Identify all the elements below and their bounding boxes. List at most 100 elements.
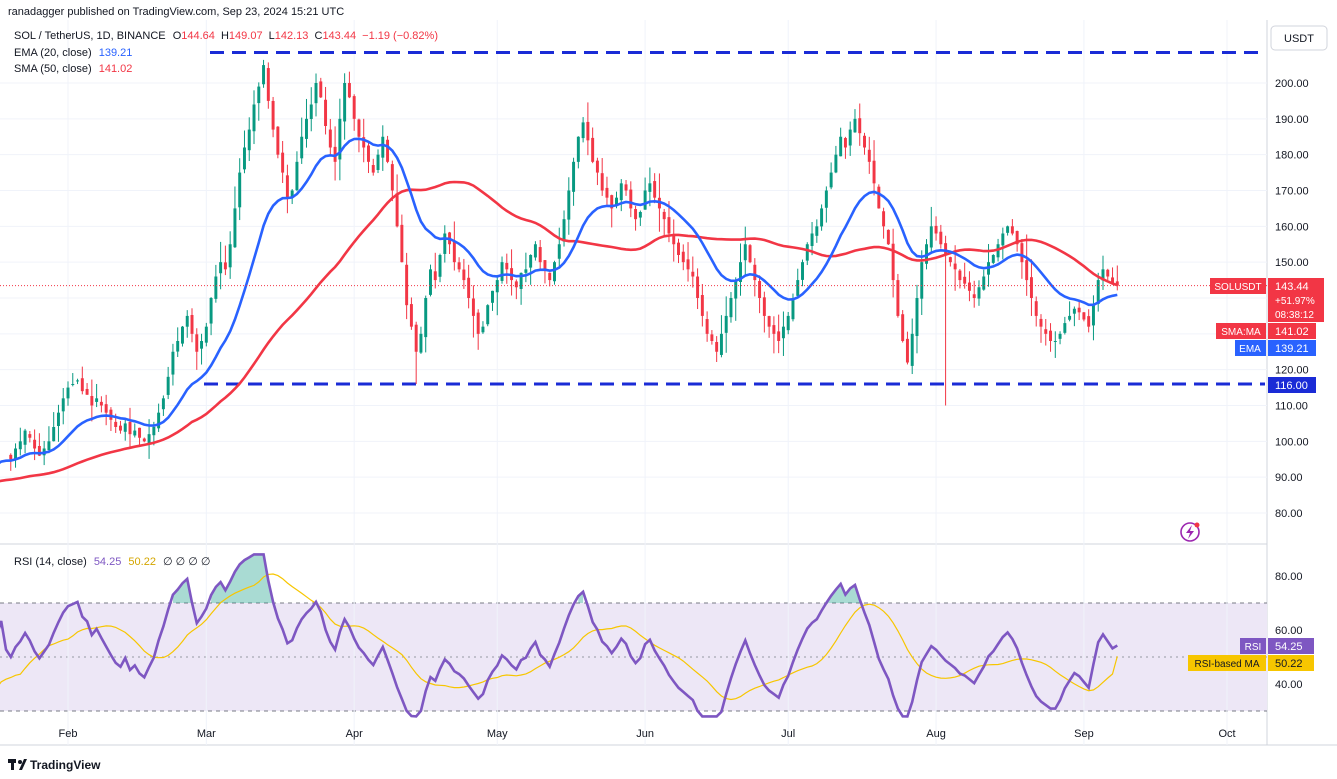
candle-down: [1111, 267, 1115, 285]
candle-up: [581, 117, 585, 143]
candle-up: [71, 373, 75, 387]
alert-lightning-icon[interactable]: [1180, 522, 1200, 542]
candle-down: [629, 181, 633, 218]
ema-legend[interactable]: EMA (20, close) 139.21: [14, 47, 132, 59]
candle-down: [605, 176, 609, 206]
candle-body: [991, 255, 995, 263]
candle-body: [1077, 307, 1081, 313]
candle-body: [519, 272, 523, 289]
candle-body: [214, 276, 218, 299]
candle-body: [228, 244, 232, 268]
candle-body: [257, 86, 261, 104]
candle-up: [734, 277, 738, 321]
rsi-axis-ticks: 80.00 60.00 40.00: [1275, 571, 1303, 691]
sma-value-text: 141.02: [1275, 326, 1309, 338]
candle-up: [204, 322, 208, 347]
candle-up: [529, 254, 533, 285]
candle-up: [786, 311, 790, 335]
candle-down: [371, 158, 375, 176]
price-tick-label: 80.00: [1275, 508, 1303, 520]
candle-down: [681, 244, 685, 271]
candle-up: [157, 403, 161, 432]
candle-down: [600, 158, 604, 196]
candle-body: [409, 304, 413, 327]
currency-button[interactable]: [1270, 25, 1328, 51]
candle-body: [300, 136, 304, 159]
candle-up: [638, 210, 642, 226]
candle-up: [309, 87, 313, 132]
candle-up: [23, 428, 27, 454]
rsi-band: [0, 603, 1267, 711]
time-tick-label: Feb: [59, 728, 78, 740]
tradingview-logo-icon: [8, 759, 27, 770]
candle-up: [47, 426, 51, 454]
candle-down: [223, 245, 227, 276]
candle-down: [872, 140, 876, 196]
candle-down: [653, 173, 657, 204]
time-tick-label: Oct: [1218, 728, 1235, 740]
candle-body: [576, 136, 580, 162]
time-tick-label: May: [487, 728, 508, 740]
candle-body: [758, 281, 762, 298]
candle-body: [424, 298, 428, 338]
candle-down: [128, 407, 132, 448]
candle-body: [867, 149, 871, 162]
sma-legend[interactable]: SMA (50, close) 141.02: [14, 63, 132, 75]
candle-down: [452, 221, 456, 271]
candle-body: [853, 118, 857, 133]
candle-down: [457, 257, 461, 273]
currency-button-label: USDT: [1284, 33, 1314, 45]
candle-up: [176, 327, 180, 357]
candle-up: [829, 162, 833, 190]
candle-down: [9, 453, 13, 471]
candle-body: [1053, 341, 1057, 342]
candle-down: [104, 394, 108, 426]
candle-body: [195, 334, 199, 352]
rsi-legend[interactable]: RSI (14, close) 54.25 50.22 ∅ ∅ ∅ ∅: [14, 556, 211, 568]
candle-up: [123, 418, 127, 441]
candle-down: [967, 271, 971, 302]
candle-down: [710, 330, 714, 345]
candle-body: [772, 325, 776, 334]
candle-body: [419, 333, 423, 353]
horizontal-levels[interactable]: [204, 51, 1265, 386]
rsi-tick-label: 80.00: [1275, 571, 1303, 583]
candle-body: [967, 282, 971, 291]
candle-body: [338, 118, 342, 160]
candle-body: [696, 276, 700, 298]
candle-body: [791, 298, 795, 320]
sma-tag: [1216, 323, 1266, 339]
candle-up: [991, 254, 995, 265]
candle-down: [1020, 238, 1024, 279]
candle-body: [138, 427, 142, 438]
candle-down: [142, 437, 146, 443]
open-label: O: [173, 30, 182, 42]
candle-body: [414, 324, 418, 352]
candle-up: [619, 179, 623, 212]
ema-tag: [1235, 340, 1266, 356]
candle-down: [662, 208, 666, 236]
candle-down: [538, 240, 542, 271]
candle-up: [295, 151, 299, 192]
candle-body: [52, 427, 56, 442]
candle-down: [624, 180, 628, 196]
candle-up: [343, 73, 347, 140]
candle-body: [619, 183, 623, 201]
candle-up: [424, 295, 428, 353]
candle-body: [719, 333, 723, 355]
candle-body: [18, 441, 22, 450]
candle-down: [471, 285, 475, 338]
candle-body: [452, 241, 456, 263]
candle-body: [1025, 260, 1029, 281]
candle-down: [285, 164, 289, 214]
candle-down: [505, 253, 509, 284]
candle-down: [118, 420, 122, 434]
candle-body: [1039, 318, 1043, 327]
symbol-legend: SOL / TetherUS, 1D, BINANCE O144.64 H149…: [14, 30, 438, 42]
candle-down: [386, 135, 390, 164]
candle-up: [56, 404, 60, 442]
candle-body: [1015, 230, 1019, 245]
candle-body: [567, 190, 571, 220]
ema-legend-label: EMA (20, close): [14, 47, 92, 59]
